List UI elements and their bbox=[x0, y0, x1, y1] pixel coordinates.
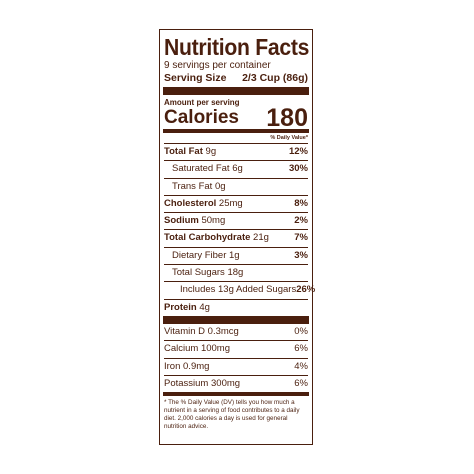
nutrient-amount: 50mg bbox=[201, 215, 226, 227]
nutrient-row-total-sugars: Total Sugars 18g bbox=[164, 265, 308, 283]
vitamin-name: Calcium bbox=[164, 343, 199, 355]
daily-value-header: % Daily Value* bbox=[164, 133, 308, 144]
nutrient-dv: 8% bbox=[294, 197, 308, 209]
nutrient-dv: 2% bbox=[294, 215, 308, 227]
nutrient-row-total-carbohydrate: Total Carbohydrate 21g 7% bbox=[164, 230, 308, 248]
nutrient-amount: 25mg bbox=[218, 197, 243, 209]
nutrient-amount: 18g bbox=[227, 267, 244, 279]
footnote: * The % Daily Value (DV) tells you how m… bbox=[164, 399, 300, 431]
nutrient-dv: 30% bbox=[288, 163, 308, 175]
nutrient-row-trans-fat: Trans Fat 0g bbox=[164, 179, 308, 196]
calories-label: Calories bbox=[164, 107, 239, 128]
nutrient-amount: 4g bbox=[199, 301, 210, 313]
nutrient-name: Total Fat bbox=[164, 146, 203, 157]
nutrient-amount: 0g bbox=[214, 180, 226, 192]
vitamin-dv: 0% bbox=[294, 325, 308, 337]
nutrient-name: Dietary Fiber bbox=[172, 249, 227, 261]
nutrient-name: Total Sugars bbox=[172, 267, 225, 279]
label-title: Nutrition Facts bbox=[164, 34, 310, 60]
nutrient-row-total-fat: Total Fat 9g 12% bbox=[164, 144, 308, 162]
nutrient-row-added-sugars: Includes 13g Added Sugars 26% bbox=[164, 282, 315, 300]
nutrient-dv: 3% bbox=[294, 249, 308, 261]
amount-per-serving: Amount per serving bbox=[164, 98, 240, 107]
calories-value: 180 bbox=[266, 104, 308, 132]
vitamin-dv: 4% bbox=[294, 360, 308, 372]
vitamin-row-calcium: Calcium 100mg 6% bbox=[164, 341, 308, 359]
nutrient-row-dietary-fiber: Dietary Fiber 1g 3% bbox=[164, 248, 308, 266]
nutrient-amount: 9g bbox=[205, 146, 217, 157]
divider-medium bbox=[163, 392, 309, 397]
nutrient-name: Cholesterol bbox=[164, 197, 217, 209]
vitamin-amount: 100mg bbox=[200, 343, 231, 355]
nutrient-row-sodium: Sodium 50mg 2% bbox=[164, 213, 308, 231]
nutrient-row-saturated-fat: Saturated Fat 6g 30% bbox=[164, 161, 308, 179]
nutrient-name: Includes 13g Added Sugars bbox=[180, 284, 297, 296]
vitamin-amount: 0.9mg bbox=[183, 360, 210, 372]
nutrient-dv: 7% bbox=[294, 232, 308, 244]
serving-size-row: Serving Size 2/3 Cup (86g) bbox=[164, 72, 308, 85]
vitamin-row-iron: Iron 0.9mg 4% bbox=[164, 359, 308, 376]
vitamin-amount: 300mg bbox=[211, 377, 241, 389]
nutrient-amount: 1g bbox=[229, 249, 240, 261]
nutrient-name: Saturated Fat bbox=[172, 163, 230, 175]
nutrient-name: Trans Fat bbox=[172, 180, 213, 192]
divider-medium bbox=[163, 129, 309, 133]
vitamin-row-potassium: Potassium 300mg 6% bbox=[164, 376, 308, 392]
vitamin-name: Potassium bbox=[164, 377, 209, 389]
nutrient-dv: 12% bbox=[288, 146, 308, 157]
servings-per-container: 9 servings per container bbox=[164, 60, 271, 71]
vitamin-dv: 6% bbox=[294, 377, 308, 389]
nutrient-dv: 26% bbox=[296, 284, 316, 296]
divider-thick bbox=[163, 315, 309, 324]
nutrient-name: Protein bbox=[164, 301, 197, 313]
nutrition-facts-label: Nutrition Facts 9 servings per container… bbox=[159, 29, 315, 445]
nutrient-amount: 6g bbox=[232, 163, 243, 175]
calories-row: Calories 180 bbox=[164, 104, 308, 132]
vitamin-name: Iron bbox=[164, 360, 181, 372]
nutrient-row-cholesterol: Cholesterol 25mg 8% bbox=[164, 196, 308, 214]
vitamin-amount: 0.3mcg bbox=[207, 325, 239, 337]
vitamin-row-vitamin-d: Vitamin D 0.3mcg 0% bbox=[164, 324, 308, 342]
divider-thick bbox=[163, 87, 309, 95]
nutrient-amount: 21g bbox=[253, 232, 269, 244]
serving-size-value: 2/3 Cup (86g) bbox=[242, 72, 308, 84]
vitamin-dv: 6% bbox=[294, 343, 308, 355]
nutrient-name: Total Carbohydrate bbox=[164, 232, 251, 244]
vitamin-name: Vitamin D bbox=[164, 325, 206, 337]
nutrient-row-protein: Protein 4g bbox=[164, 300, 308, 316]
serving-size-label: Serving Size bbox=[164, 72, 227, 84]
nutrient-name: Sodium bbox=[164, 215, 199, 227]
